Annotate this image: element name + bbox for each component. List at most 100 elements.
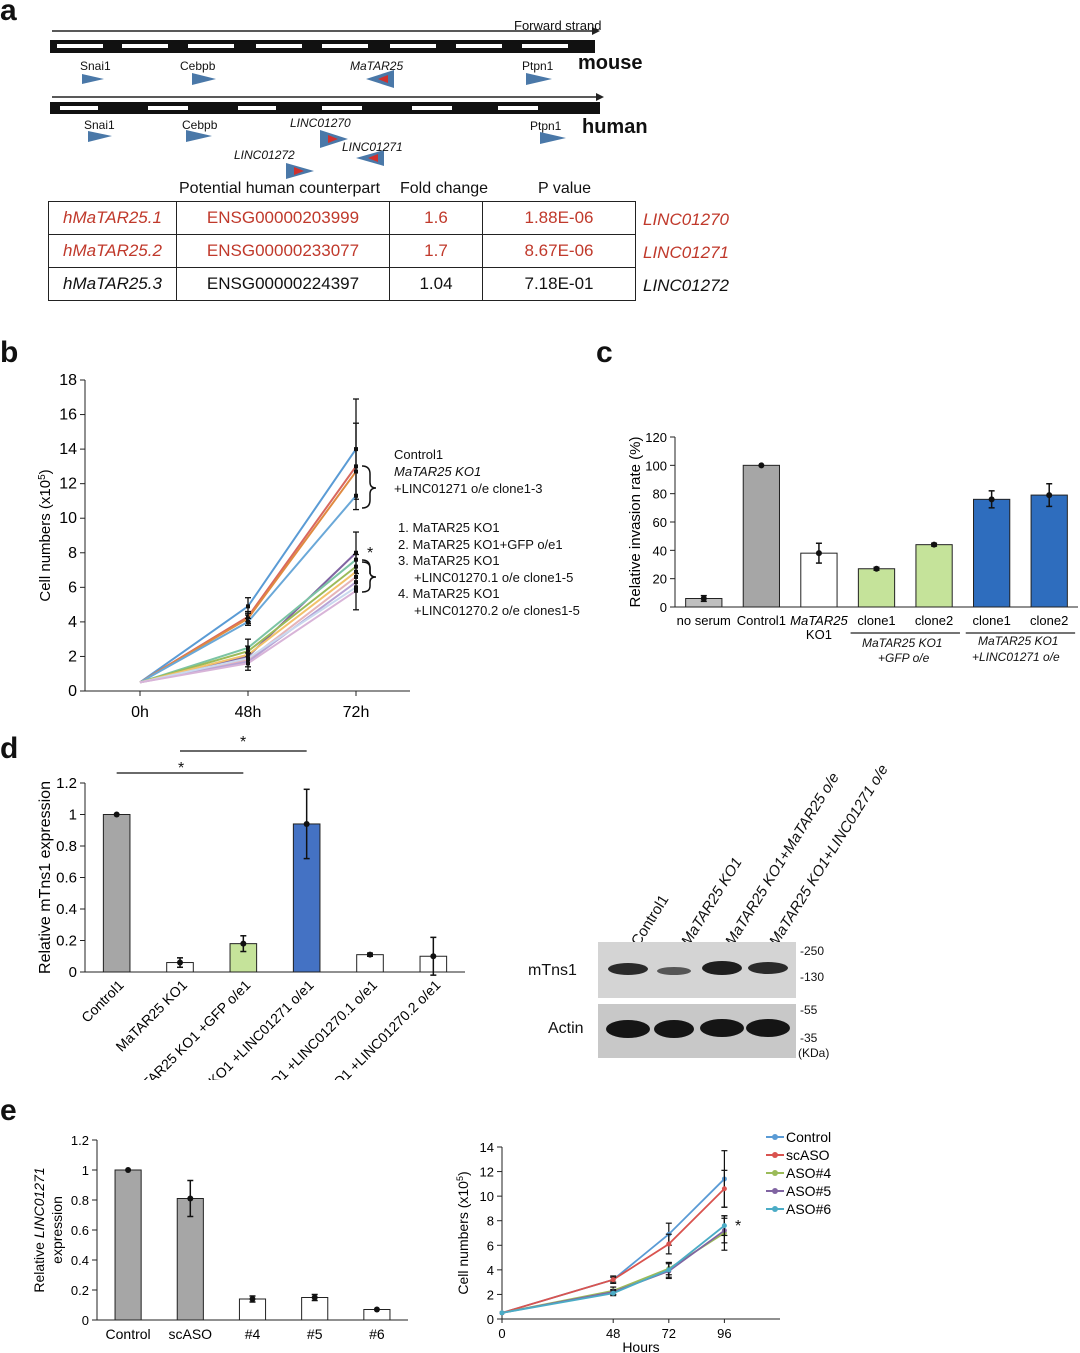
annot-item-2: 2. MaTAR25 KO1+GFP o/e1 <box>398 537 563 552</box>
data-point <box>249 1296 256 1302</box>
counterpart-table: hMaTAR25.1 ENSG00000203999 1.6 1.88E-06 … <box>48 201 636 301</box>
x-tick-label: scASO <box>169 1326 213 1342</box>
x-tick-label: 72h <box>343 704 370 721</box>
bar <box>973 498 1011 608</box>
bar <box>229 943 258 973</box>
row-p: 1.88E-06 <box>482 201 636 235</box>
y-axis-title: Cell numbers (x105) <box>37 469 55 601</box>
row-p: 7.18E-01 <box>482 267 636 301</box>
legend-marker <box>772 1152 778 1158</box>
panel-d-label: d <box>0 732 19 765</box>
y-tick-label: 0 <box>487 1312 494 1327</box>
y-tick-label: 100 <box>645 458 667 473</box>
legend-label: Control <box>786 1129 831 1145</box>
y-axis-title-2: expression <box>49 1196 65 1264</box>
data-point <box>354 588 358 593</box>
x-tick-label: clone1 <box>972 613 1010 628</box>
bar <box>1030 494 1068 608</box>
y-tick-label: 1.2 <box>56 775 77 792</box>
x-tick-label: 72 <box>662 1326 676 1341</box>
gene-label-snai1-human: Snai1 <box>84 118 115 132</box>
y-tick-label: 0 <box>68 683 77 700</box>
x-tick-label: clone2 <box>1030 613 1068 628</box>
marker-130: -130 <box>800 970 825 984</box>
legend-marker <box>772 1206 778 1212</box>
x-tick-label: 48 <box>606 1326 620 1341</box>
y-tick-label: 120 <box>645 430 667 445</box>
x-tick-label: 48h <box>235 704 262 721</box>
aso-growth-chart: 0 2 4 6 8 10 12 14 0 48 72 96 Hours Control scASO ASO#4… <box>455 1129 831 1353</box>
data-point <box>246 619 250 624</box>
row-ensg: ENSG00000233077 <box>176 234 390 268</box>
table-header-counterpart: Potential human counterpart <box>179 180 381 197</box>
y-tick-label: 8 <box>68 545 77 562</box>
annot-linc01271: +LINC01271 o/e clone1-3 <box>394 481 543 496</box>
significance-star: * <box>367 545 374 562</box>
data-point <box>988 496 995 503</box>
annot-item-1: 1. MaTAR25 KO1 <box>398 520 500 535</box>
y-tick-label: 0.4 <box>71 1253 89 1268</box>
y-tick-label: 12 <box>59 476 77 493</box>
marker-55: -55 <box>800 1003 818 1017</box>
brace-marks-lower <box>361 561 377 593</box>
data-point <box>246 604 250 609</box>
series-line <box>501 1224 725 1314</box>
panel-a-label: a <box>0 0 17 27</box>
y-tick-label: 0.4 <box>56 901 77 918</box>
row-ensg: ENSG00000203999 <box>176 201 390 235</box>
data-point <box>373 1306 380 1313</box>
gene-label-ptpn1-human: Ptpn1 <box>530 119 562 133</box>
data-point <box>354 580 358 585</box>
aso-significance-star: * <box>735 1218 742 1235</box>
bar <box>800 552 838 608</box>
data-point <box>666 1267 672 1273</box>
group-label-linc-2: +LINC01271 o/e <box>972 650 1060 664</box>
y-tick-label: 0.8 <box>56 838 77 855</box>
panel-e-label: e <box>0 1094 17 1127</box>
data-point <box>177 959 183 966</box>
gene-label-linc01271: LINC01271 <box>342 140 403 154</box>
y-tick-label: 20 <box>653 572 667 587</box>
x-tick-label: Control1 <box>78 977 127 1026</box>
row-ensg: ENSG00000224397 <box>176 267 390 301</box>
gene-label-linc01270: LINC01270 <box>290 116 351 130</box>
gene-label-matar25: MaTAR25 <box>350 59 404 73</box>
bar <box>114 1169 142 1321</box>
gene-label-cebpb-human: Cebpb <box>182 118 218 132</box>
blot-row-mtns1: mTns1 <box>528 962 577 979</box>
ptpn1-human-arrow <box>540 132 566 144</box>
y-tick-label: 40 <box>653 543 667 558</box>
data-point <box>246 661 250 666</box>
data-point <box>666 1241 672 1247</box>
data-point <box>430 953 437 960</box>
data-point <box>246 656 250 661</box>
panel-b-label: b <box>0 336 19 369</box>
legend-label: ASO#4 <box>786 1165 831 1181</box>
marker-unit: (KDa) <box>798 1046 830 1060</box>
bar <box>915 544 953 608</box>
x-tick-label: 96 <box>717 1326 731 1341</box>
y-axis-title: Relative mTns1 expression <box>37 781 54 974</box>
series-line <box>501 1232 725 1314</box>
group-label-gfp-2: +GFP o/e <box>878 651 930 665</box>
series-line <box>501 1188 726 1314</box>
y-tick-label: 1 <box>82 1163 89 1178</box>
y-tick-label: 18 <box>59 372 77 389</box>
x-tick-label: clone2 <box>915 613 953 628</box>
annot-item-4: 4. MaTAR25 KO1 <box>398 586 500 601</box>
x-tick-label: Control <box>106 1326 151 1342</box>
gene-label-linc01272: LINC01272 <box>234 148 295 162</box>
gene-label-cebpb-mouse: Cebpb <box>180 59 216 73</box>
y-tick-label: 0.6 <box>71 1223 89 1238</box>
data-point <box>700 595 707 602</box>
y-tick-label: 12 <box>480 1165 494 1180</box>
y-tick-label: 1 <box>69 807 77 824</box>
y-tick-label: 2 <box>68 648 77 665</box>
data-point <box>354 464 358 469</box>
growth-curve-chart: 0 2 4 6 8 10 12 14 16 18 0h 48h 72h Cell numbers (x10… <box>37 372 410 721</box>
legend-label: ASO#6 <box>786 1201 831 1217</box>
group-label-linc-1: MaTAR25 KO1 <box>978 634 1059 648</box>
data-point <box>721 1186 727 1192</box>
x-tick-label: #6 <box>369 1326 385 1342</box>
